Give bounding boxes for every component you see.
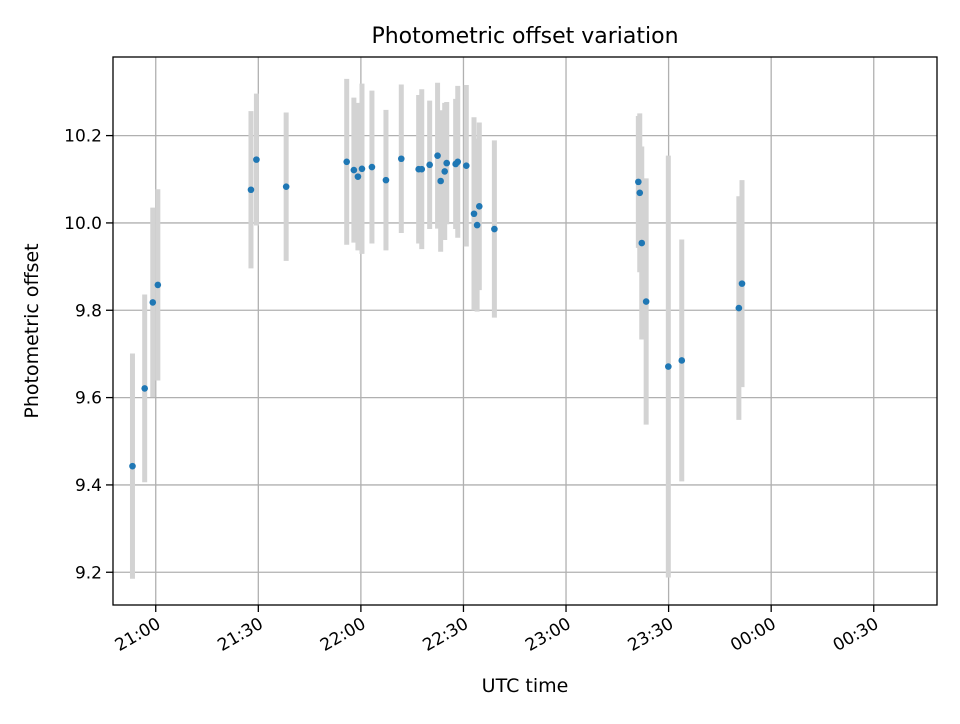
data-point [149,299,157,306]
data-point [141,385,148,392]
data-point [426,161,433,169]
data-point [491,225,498,233]
data-point [154,281,162,289]
y-axis-label: Photometric offset [21,243,43,418]
data-point [470,210,478,218]
data-point [437,177,444,185]
data-point [441,168,449,175]
data-point [473,221,481,229]
y-tick-label: 9.2 [75,563,102,583]
y-tick-label: 9.6 [75,389,102,409]
data-point [642,298,650,305]
data-point [368,163,376,171]
data-point [635,178,642,186]
data-point [665,363,672,370]
data-point [735,304,743,312]
data-point [343,158,350,166]
data-point [397,155,405,163]
data-point [463,162,470,170]
data-point [350,166,358,174]
y-tick-label: 10.0 [64,214,102,234]
data-point [475,203,483,210]
data-point [282,183,290,190]
data-point [638,239,646,247]
data-points [129,152,746,470]
data-point [443,159,451,167]
x-axis-label: UTC time [482,675,569,697]
data-point [247,186,255,194]
plot-frame [112,56,938,606]
data-point [418,165,426,173]
y-axis-ticks: 9.2 9.4 9.6 9.8 10.0 10.2 [64,127,113,583]
y-tick-label: 10.2 [64,127,102,147]
data-point [253,156,260,163]
y-tick-label: 9.4 [75,476,102,496]
data-point [382,176,390,184]
data-point [738,280,746,287]
data-point [636,189,644,197]
data-point [454,158,462,166]
data-point [434,152,441,159]
chart-title: Photometric offset variation [371,24,678,49]
data-point [678,357,686,364]
y-tick-label: 9.8 [75,301,102,321]
data-point [354,173,362,180]
data-point [358,165,366,173]
data-point [129,462,136,470]
